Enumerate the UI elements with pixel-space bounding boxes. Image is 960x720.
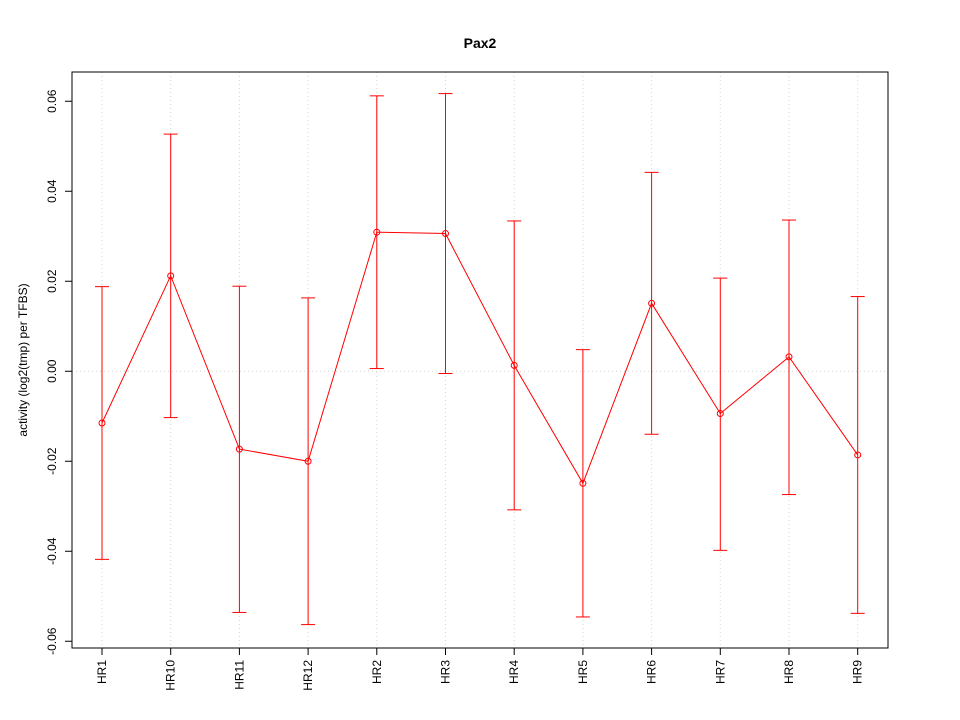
x-tick-label: HR1	[95, 660, 109, 684]
axes: HR1 HR10 HR11 HR12 HR2 HR3 HR4 HR5 HR6 HR7 HR8 HR9 -…	[45, 89, 865, 690]
data-point	[442, 230, 449, 238]
x-tick-label: HR3	[439, 660, 453, 684]
error-bars	[95, 93, 865, 626]
data-point	[167, 272, 175, 280]
y-tick-label: -0.02	[45, 447, 59, 475]
x-tick-label: HR2	[370, 660, 384, 684]
data-point	[510, 361, 518, 369]
series-polyline	[101, 231, 859, 485]
data-point	[98, 419, 106, 427]
y-tick-label: -0.04	[45, 537, 59, 565]
y-tick-label: -0.06	[45, 627, 59, 655]
x-tick-label: HR10	[164, 660, 178, 691]
x-tick-label: HR11	[232, 660, 246, 690]
data-point	[854, 451, 862, 459]
y-tick-label: 0.06	[45, 89, 59, 113]
data-point	[716, 410, 724, 418]
y-axis-label: activity (log2(tmp) per TFBS)	[16, 283, 30, 436]
data-point	[304, 457, 312, 465]
x-tick-label: HR12	[301, 660, 315, 691]
x-tick-label: HR5	[576, 660, 590, 684]
x-tick-label: HR6	[645, 660, 659, 684]
plot-frame	[71, 71, 889, 649]
x-tick-label: HR9	[851, 660, 865, 684]
x-tick-label: HR4	[507, 660, 521, 684]
x-tick-label: HR7	[713, 660, 727, 684]
grid	[72, 72, 888, 648]
chart-title: Pax2	[464, 35, 497, 51]
y-tick-label: 0.02	[45, 269, 59, 293]
data-point	[373, 228, 381, 236]
series-line	[101, 231, 859, 485]
data-points	[98, 228, 862, 487]
data-point	[785, 353, 793, 361]
data-point	[648, 299, 656, 307]
data-point	[579, 479, 587, 487]
y-tick-label: 0.00	[45, 359, 59, 383]
y-tick-label: 0.04	[45, 179, 59, 203]
data-point	[235, 445, 243, 453]
x-tick-label: HR8	[782, 660, 796, 684]
